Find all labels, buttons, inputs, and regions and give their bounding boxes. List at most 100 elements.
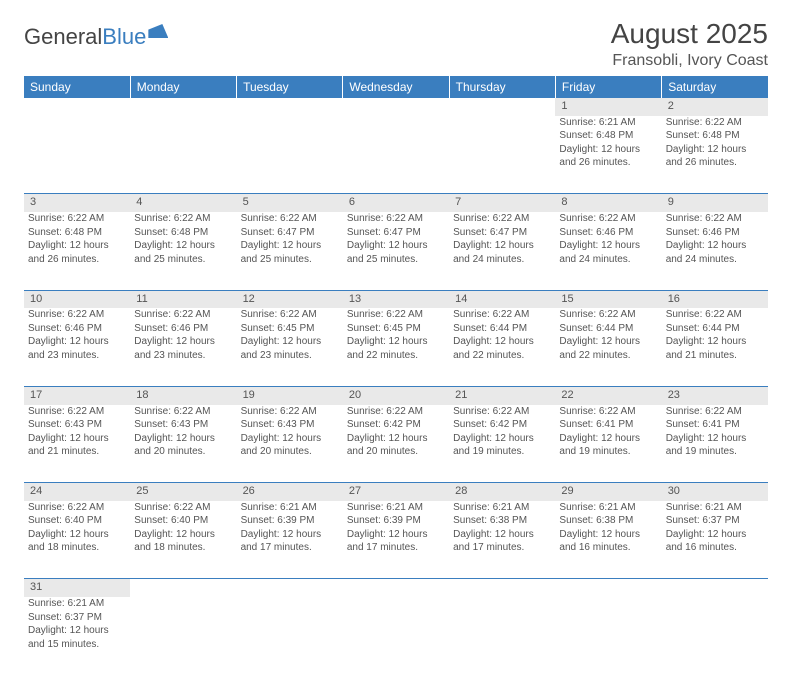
daylight-line-1: Daylight: 12 hours xyxy=(666,240,764,253)
logo: GeneralBlue xyxy=(24,18,168,50)
sunrise-line: Sunrise: 6:22 AM xyxy=(28,406,126,419)
sunrise-line: Sunrise: 6:21 AM xyxy=(347,502,445,515)
day-cell-content: Sunrise: 6:22 AMSunset: 6:46 PMDaylight:… xyxy=(134,309,232,362)
day-cell xyxy=(449,597,555,675)
daylight-line-2: and 25 minutes. xyxy=(134,254,232,267)
sunrise-line: Sunrise: 6:22 AM xyxy=(241,406,339,419)
sunset-line: Sunset: 6:48 PM xyxy=(28,227,126,240)
day-number-cell: 2 xyxy=(662,98,768,116)
sunset-line: Sunset: 6:39 PM xyxy=(347,515,445,528)
daylight-line-1: Daylight: 12 hours xyxy=(28,336,126,349)
sunrise-line: Sunrise: 6:22 AM xyxy=(666,117,764,130)
day-cell-content: Sunrise: 6:22 AMSunset: 6:44 PMDaylight:… xyxy=(559,309,657,362)
sunset-line: Sunset: 6:43 PM xyxy=(241,419,339,432)
day-cell-content: Sunrise: 6:21 AMSunset: 6:37 PMDaylight:… xyxy=(28,598,126,651)
sunrise-line: Sunrise: 6:22 AM xyxy=(559,213,657,226)
sunset-line: Sunset: 6:40 PM xyxy=(134,515,232,528)
day-number-cell: 8 xyxy=(555,194,661,212)
daylight-line-2: and 18 minutes. xyxy=(28,542,126,555)
daylight-line-2: and 26 minutes. xyxy=(666,157,764,170)
daylight-line-1: Daylight: 12 hours xyxy=(453,336,551,349)
daylight-line-1: Daylight: 12 hours xyxy=(453,433,551,446)
daylight-line-1: Daylight: 12 hours xyxy=(559,240,657,253)
daylight-line-1: Daylight: 12 hours xyxy=(241,240,339,253)
sunrise-line: Sunrise: 6:21 AM xyxy=(28,598,126,611)
day-cell-content: Sunrise: 6:21 AMSunset: 6:38 PMDaylight:… xyxy=(559,502,657,555)
week-content-row: Sunrise: 6:21 AMSunset: 6:37 PMDaylight:… xyxy=(24,597,768,675)
sunset-line: Sunset: 6:38 PM xyxy=(559,515,657,528)
daylight-line-2: and 24 minutes. xyxy=(559,254,657,267)
day-number-cell xyxy=(449,98,555,116)
sunset-line: Sunset: 6:45 PM xyxy=(347,323,445,336)
day-cell-content: Sunrise: 6:22 AMSunset: 6:47 PMDaylight:… xyxy=(453,213,551,266)
day-cell: Sunrise: 6:21 AMSunset: 6:37 PMDaylight:… xyxy=(24,597,130,675)
daylight-line-1: Daylight: 12 hours xyxy=(28,625,126,638)
daylight-line-2: and 21 minutes. xyxy=(666,350,764,363)
day-cell-content: Sunrise: 6:21 AMSunset: 6:48 PMDaylight:… xyxy=(559,117,657,170)
sunrise-line: Sunrise: 6:22 AM xyxy=(666,213,764,226)
day-number-cell: 1 xyxy=(555,98,661,116)
day-cell-content: Sunrise: 6:21 AMSunset: 6:39 PMDaylight:… xyxy=(241,502,339,555)
location: Fransobli, Ivory Coast xyxy=(611,52,768,70)
month-title: August 2025 xyxy=(611,18,768,50)
day-cell: Sunrise: 6:22 AMSunset: 6:41 PMDaylight:… xyxy=(555,405,661,483)
day-number-cell: 15 xyxy=(555,290,661,308)
day-cell: Sunrise: 6:21 AMSunset: 6:48 PMDaylight:… xyxy=(555,116,661,194)
day-number-cell: 23 xyxy=(662,386,768,404)
day-cell: Sunrise: 6:22 AMSunset: 6:45 PMDaylight:… xyxy=(343,308,449,386)
day-number-cell xyxy=(237,98,343,116)
sunrise-line: Sunrise: 6:22 AM xyxy=(453,406,551,419)
sunset-line: Sunset: 6:41 PM xyxy=(559,419,657,432)
daylight-line-1: Daylight: 12 hours xyxy=(559,144,657,157)
week-content-row: Sunrise: 6:22 AMSunset: 6:43 PMDaylight:… xyxy=(24,405,768,483)
day-cell: Sunrise: 6:22 AMSunset: 6:46 PMDaylight:… xyxy=(130,308,236,386)
daynum-row: 31 xyxy=(24,579,768,597)
day-number-cell xyxy=(343,98,449,116)
daylight-line-1: Daylight: 12 hours xyxy=(666,144,764,157)
day-number-cell: 29 xyxy=(555,483,661,501)
daylight-line-1: Daylight: 12 hours xyxy=(559,433,657,446)
col-tuesday: Tuesday xyxy=(237,76,343,98)
sunrise-line: Sunrise: 6:21 AM xyxy=(453,502,551,515)
daynum-row: 10111213141516 xyxy=(24,290,768,308)
daylight-line-1: Daylight: 12 hours xyxy=(453,240,551,253)
day-cell: Sunrise: 6:22 AMSunset: 6:43 PMDaylight:… xyxy=(24,405,130,483)
sunset-line: Sunset: 6:42 PM xyxy=(453,419,551,432)
daylight-line-1: Daylight: 12 hours xyxy=(134,433,232,446)
day-cell xyxy=(237,597,343,675)
daylight-line-2: and 22 minutes. xyxy=(559,350,657,363)
sunset-line: Sunset: 6:46 PM xyxy=(134,323,232,336)
sunrise-line: Sunrise: 6:22 AM xyxy=(134,406,232,419)
day-cell-content: Sunrise: 6:22 AMSunset: 6:42 PMDaylight:… xyxy=(347,406,445,459)
sunrise-line: Sunrise: 6:22 AM xyxy=(241,309,339,322)
col-monday: Monday xyxy=(130,76,236,98)
day-cell xyxy=(343,597,449,675)
col-saturday: Saturday xyxy=(662,76,768,98)
day-cell: Sunrise: 6:22 AMSunset: 6:44 PMDaylight:… xyxy=(555,308,661,386)
sunset-line: Sunset: 6:44 PM xyxy=(666,323,764,336)
day-number-cell xyxy=(343,579,449,597)
daylight-line-2: and 23 minutes. xyxy=(241,350,339,363)
day-cell-content: Sunrise: 6:22 AMSunset: 6:46 PMDaylight:… xyxy=(28,309,126,362)
sunset-line: Sunset: 6:47 PM xyxy=(347,227,445,240)
daylight-line-1: Daylight: 12 hours xyxy=(134,240,232,253)
day-number-cell: 19 xyxy=(237,386,343,404)
day-cell: Sunrise: 6:22 AMSunset: 6:42 PMDaylight:… xyxy=(449,405,555,483)
day-number-cell: 4 xyxy=(130,194,236,212)
daylight-line-2: and 23 minutes. xyxy=(28,350,126,363)
daylight-line-2: and 20 minutes. xyxy=(241,446,339,459)
sunrise-line: Sunrise: 6:22 AM xyxy=(241,213,339,226)
day-number-cell xyxy=(130,98,236,116)
day-number-cell: 12 xyxy=(237,290,343,308)
day-cell xyxy=(662,597,768,675)
day-number-cell xyxy=(237,579,343,597)
day-cell: Sunrise: 6:21 AMSunset: 6:38 PMDaylight:… xyxy=(449,501,555,579)
daylight-line-2: and 21 minutes. xyxy=(28,446,126,459)
day-number-cell xyxy=(24,98,130,116)
day-cell: Sunrise: 6:21 AMSunset: 6:39 PMDaylight:… xyxy=(237,501,343,579)
day-number-cell: 30 xyxy=(662,483,768,501)
day-number-cell: 7 xyxy=(449,194,555,212)
col-sunday: Sunday xyxy=(24,76,130,98)
day-number-cell xyxy=(449,579,555,597)
sunrise-line: Sunrise: 6:22 AM xyxy=(347,213,445,226)
